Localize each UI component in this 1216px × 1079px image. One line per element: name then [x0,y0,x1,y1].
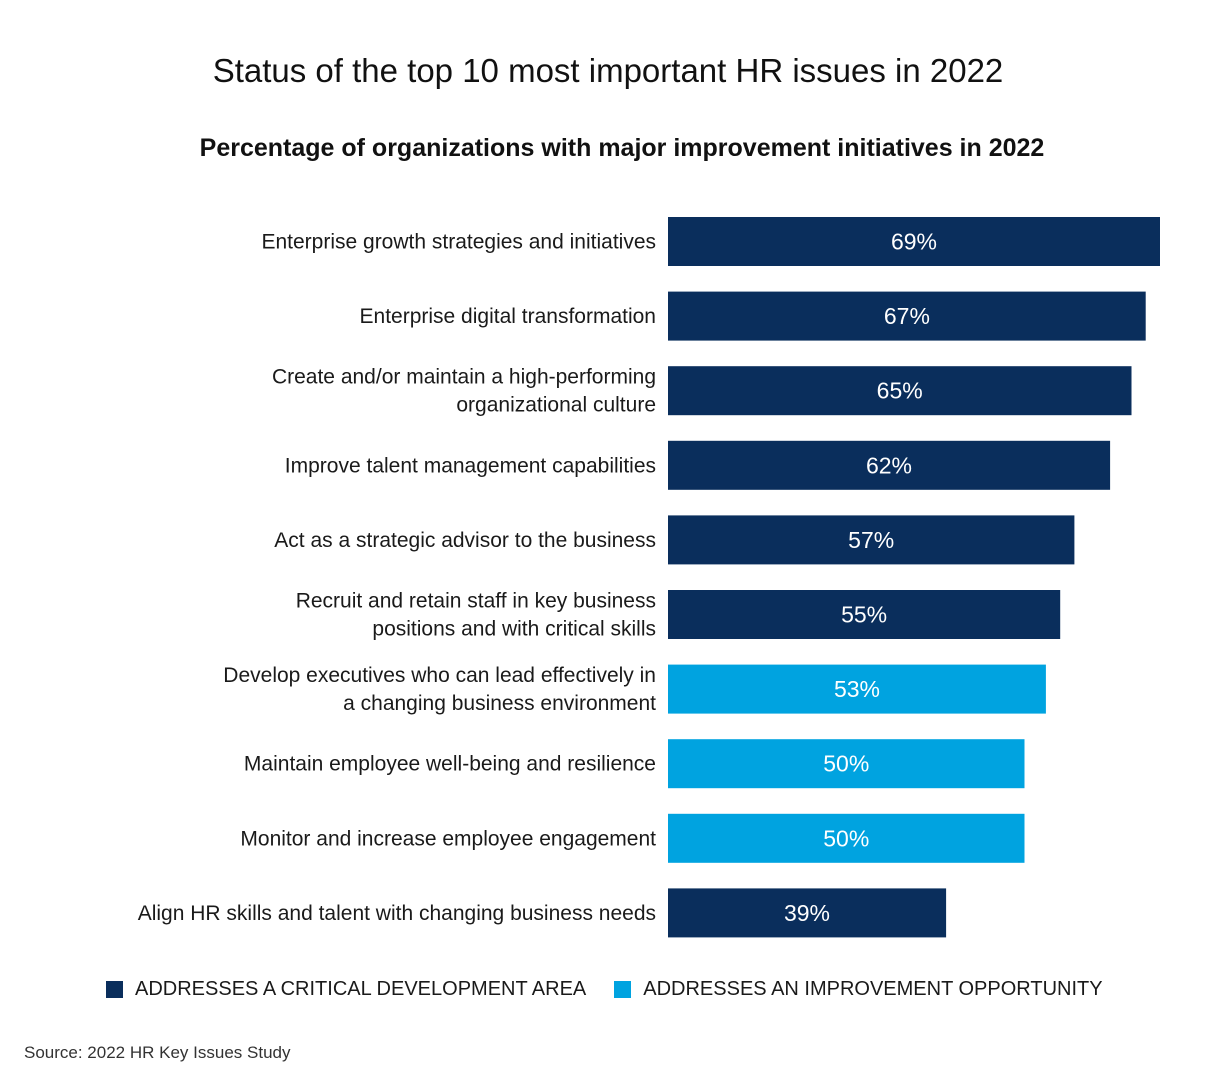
chart-title: Status of the top 10 most important HR i… [212,52,1004,89]
category-label: Enterprise digital transformation [360,305,656,328]
bar [668,739,1025,789]
legend-label-improvement: ADDRESSES AN IMPROVEMENT OPPORTUNITY [643,978,1103,1000]
bar-value-label: 53% [834,676,880,702]
category-label: Develop executives who can lead effectiv… [223,664,656,687]
category-label: Recruit and retain staff in key business [296,590,656,613]
bar [668,664,1046,714]
bar-value-label: 69% [891,229,937,255]
bar-value-label: 50% [823,825,869,851]
bar-value-label: 50% [823,751,869,777]
category-label: Maintain employee well-being and resilie… [244,753,656,776]
category-label: Act as a strategic advisor to the busine… [274,529,656,552]
category-label: Monitor and increase employee engagement [240,827,656,850]
bar-value-label: 62% [866,452,912,478]
bar [668,366,1132,416]
category-label: positions and with critical skills [372,618,656,641]
bar-chart: 69% Enterprise growth strategies and init… [138,217,1160,938]
bar-value-label: 65% [877,378,923,404]
bar-value-label: 55% [841,602,887,628]
bar [668,888,947,938]
bar [668,440,1111,490]
legend-label-critical: ADDRESSES A CRITICAL DEVELOPMENT AREA [135,978,587,1000]
bar-value-label: 67% [884,303,930,329]
category-label: Align HR skills and talent with changing… [138,902,656,925]
bar [668,291,1146,341]
legend-swatch-improvement [614,981,632,998]
category-label: Create and/or maintain a high-performing [272,366,656,389]
bar-value-label: 39% [784,900,830,926]
source-note: Source: 2022 HR Key Issues Study [24,1043,291,1062]
chart-subtitle: Percentage of organizations with major i… [199,134,1045,162]
category-label: organizational culture [456,394,656,417]
category-label: Improve talent management capabilities [285,454,656,477]
bar [668,515,1075,565]
bar [668,217,1160,266]
legend-item-critical: ADDRESSES A CRITICAL DEVELOPMENT AREA [106,978,586,1001]
bar-value-label: 57% [848,527,894,553]
category-label: a changing business environment [343,692,656,715]
bar [668,590,1061,639]
legend-swatch-critical [106,981,123,998]
bar [668,813,1025,863]
legend: ADDRESSES A CRITICAL DEVELOPMENT AREA AD… [106,978,1131,1001]
category-label: Enterprise growth strategies and initiat… [261,231,656,254]
legend-item-improvement: ADDRESSES AN IMPROVEMENT OPPORTUNITY [614,978,1103,1001]
